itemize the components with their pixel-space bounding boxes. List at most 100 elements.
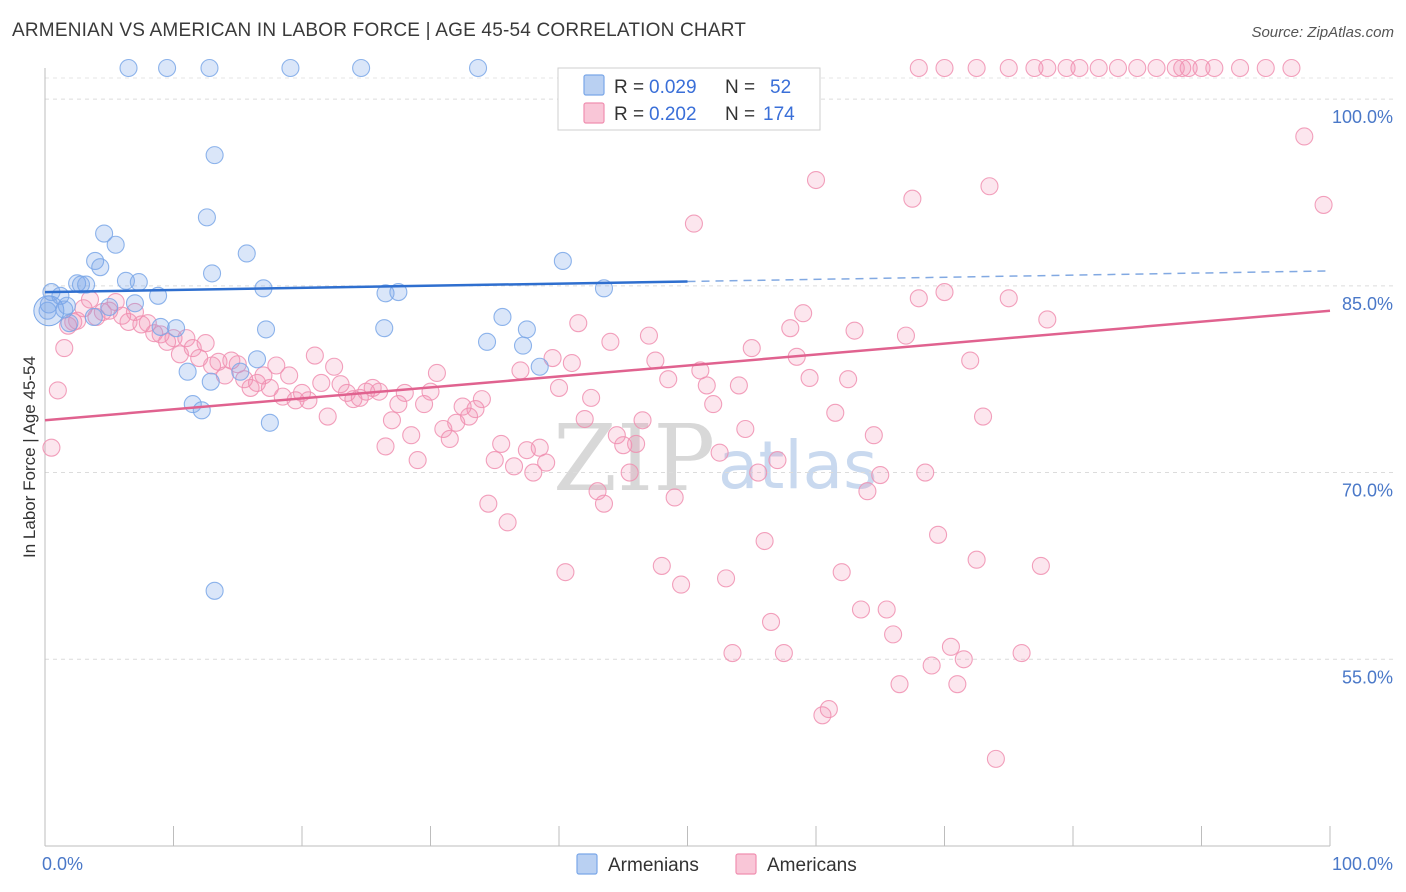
- x-tick-label-1: 100.0%: [1332, 854, 1393, 874]
- point-americans-100: [684, 214, 703, 233]
- point-armenians-48: [553, 251, 572, 270]
- point-americans-136: [916, 463, 935, 482]
- point-armenians-31: [231, 362, 250, 381]
- point-armenians-22: [178, 362, 197, 381]
- point-americans-69: [479, 494, 498, 513]
- point-americans-105: [716, 569, 736, 588]
- point-americans-145: [973, 407, 993, 426]
- y-tick-label-2: 85.0%: [1342, 294, 1393, 314]
- point-americans-36: [267, 356, 286, 375]
- point-americans-148: [999, 289, 1018, 308]
- point-americans-55: [389, 395, 408, 414]
- point-americans-161: [1108, 58, 1128, 78]
- point-americans-74: [511, 361, 530, 380]
- point-americans-88: [601, 332, 620, 351]
- point-americans-162: [1128, 58, 1147, 78]
- point-americans-123: [832, 563, 851, 582]
- point-americans-104: [710, 443, 729, 462]
- point-americans-83: [569, 314, 588, 333]
- point-americans-119: [806, 170, 826, 190]
- point-americans-35: [260, 378, 279, 397]
- point-americans-98: [665, 488, 684, 507]
- point-americans-89: [607, 426, 626, 445]
- point-americans-91: [620, 463, 639, 482]
- point-americans-41: [299, 391, 318, 410]
- point-americans-111: [755, 531, 774, 551]
- point-americans-95: [646, 351, 665, 370]
- series-americans: [42, 58, 1333, 768]
- point-armenians-19: [149, 286, 168, 305]
- point-americans-76: [524, 463, 543, 482]
- point-americans-77: [530, 438, 549, 457]
- point-americans-153: [935, 58, 954, 78]
- point-americans-164: [1166, 58, 1185, 78]
- legend-swatch-armenians: [583, 74, 605, 96]
- point-americans-110: [749, 463, 768, 482]
- point-americans-112: [761, 612, 781, 631]
- series-armenians: [38, 58, 614, 600]
- axes: [44, 68, 1331, 847]
- point-americans-106: [723, 644, 742, 663]
- point-americans-2: [55, 339, 74, 358]
- point-americans-125: [845, 321, 864, 340]
- point-armenians-13: [100, 297, 119, 317]
- point-americans-38: [280, 366, 299, 385]
- point-americans-99: [672, 575, 691, 594]
- point-americans-115: [781, 319, 800, 338]
- point-americans-147: [986, 749, 1005, 768]
- point-armenians-50: [158, 58, 177, 78]
- watermark-atlas: atlas: [718, 427, 878, 504]
- trend-lines: [44, 270, 1331, 422]
- legend-r-label-1: R =: [614, 104, 644, 125]
- point-armenians-8: [77, 275, 96, 294]
- x-tick-label-0: 0.0%: [42, 854, 83, 874]
- point-americans-134: [903, 189, 922, 208]
- point-americans-85: [582, 388, 601, 407]
- y-tick-label-1: 70.0%: [1342, 481, 1393, 501]
- point-americans-66: [459, 407, 479, 426]
- point-americans-25: [196, 334, 215, 353]
- point-americans-1: [48, 381, 67, 400]
- point-armenians-45: [513, 336, 533, 355]
- point-americans-109: [742, 339, 761, 358]
- point-americans-158: [1057, 58, 1076, 78]
- point-americans-92: [627, 434, 646, 453]
- trendline-armenians: [44, 280, 688, 294]
- point-americans-127: [858, 482, 877, 501]
- point-americans-81: [556, 563, 575, 582]
- point-americans-114: [774, 644, 793, 663]
- point-americans-80: [549, 378, 569, 397]
- legend-bottom: Armenians Americans: [576, 853, 857, 876]
- point-americans-156: [1025, 58, 1044, 78]
- point-americans-53: [376, 437, 395, 456]
- y-tick-labels: 55.0% 70.0% 85.0% 100.0%: [1332, 107, 1393, 687]
- point-armenians-38: [352, 58, 371, 78]
- point-armenians-32: [237, 244, 256, 263]
- point-americans-132: [890, 675, 909, 694]
- point-americans-139: [935, 283, 954, 302]
- point-americans-159: [1070, 58, 1089, 78]
- point-americans-169: [1256, 58, 1275, 78]
- point-armenians-46: [517, 320, 536, 339]
- point-armenians-18: [125, 294, 144, 313]
- point-americans-154: [967, 58, 986, 78]
- legend-swatch-americans: [583, 102, 605, 124]
- point-americans-124: [839, 370, 858, 389]
- point-armenians-9: [84, 307, 103, 327]
- point-americans-73: [504, 457, 524, 476]
- point-americans-138: [929, 525, 948, 544]
- point-americans-57: [402, 426, 421, 445]
- point-americans-144: [967, 550, 986, 569]
- point-americans-56: [395, 383, 414, 402]
- legend-n-label-1: N =: [725, 104, 755, 125]
- point-americans-171: [1295, 127, 1314, 146]
- point-armenians-12: [95, 224, 114, 243]
- y-axis-title: In Labor Force | Age 45-54: [20, 356, 39, 558]
- point-americans-113: [768, 451, 787, 470]
- legend-n-label-0: N =: [725, 77, 755, 98]
- point-armenians-15: [116, 271, 136, 290]
- point-armenians-35: [256, 320, 276, 339]
- point-americans-15: [132, 315, 151, 334]
- point-armenians-47: [530, 357, 549, 376]
